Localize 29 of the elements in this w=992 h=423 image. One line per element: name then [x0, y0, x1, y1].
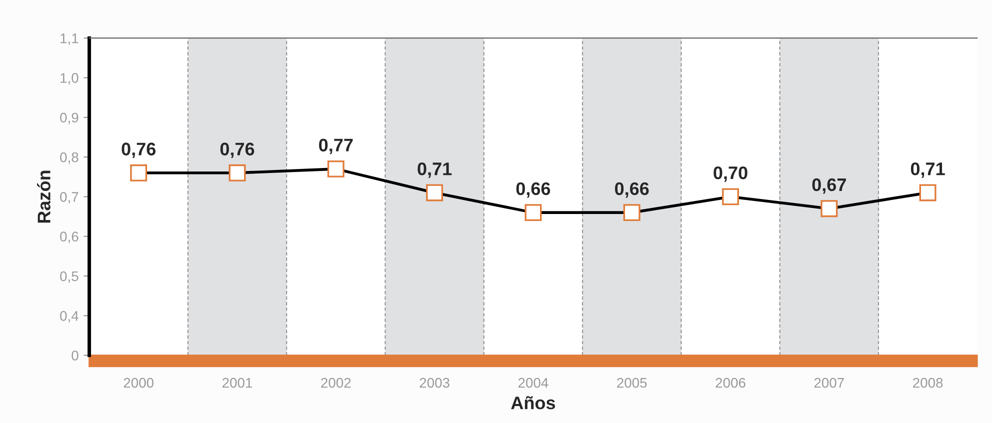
y-tick-label: 0,5 [60, 271, 78, 283]
y-tick-label: 1,0 [60, 73, 78, 85]
data-label: 0,77 [319, 138, 353, 154]
y-tick-label: 0,6 [60, 232, 78, 244]
data-label: 0,66 [614, 182, 649, 198]
data-label: 0,70 [714, 166, 748, 182]
x-tick-label: 2004 [518, 378, 548, 388]
x-tick-label: 2005 [617, 378, 647, 388]
y-tick-label: 0,9 [60, 112, 78, 124]
y-tick-label: 0,7 [60, 192, 78, 204]
x-tick-label: 2000 [124, 378, 154, 388]
x-tick-label: 2007 [814, 378, 844, 388]
y-tick-label: 0,8 [60, 152, 78, 164]
data-label: 0,71 [910, 162, 945, 178]
x-axis-title: Años [511, 396, 556, 410]
data-label: 0,76 [122, 142, 156, 158]
x-tick-label: 2003 [420, 378, 450, 388]
x-tick-label: 2002 [321, 378, 351, 388]
data-label: 0,71 [418, 162, 452, 178]
data-label: 0,67 [812, 178, 846, 194]
x-tick-label: 2006 [716, 378, 746, 388]
data-label: 0,76 [220, 142, 254, 158]
y-axis-title: Razón [37, 170, 50, 223]
y-tick-label: 0 [72, 350, 78, 360]
y-tick-label: 1,1 [60, 34, 78, 45]
x-tick-label: 2008 [913, 378, 943, 388]
y-tick-label: 0,4 [60, 311, 78, 322]
x-tick-label: 2001 [222, 378, 252, 388]
data-label: 0,66 [516, 182, 550, 198]
